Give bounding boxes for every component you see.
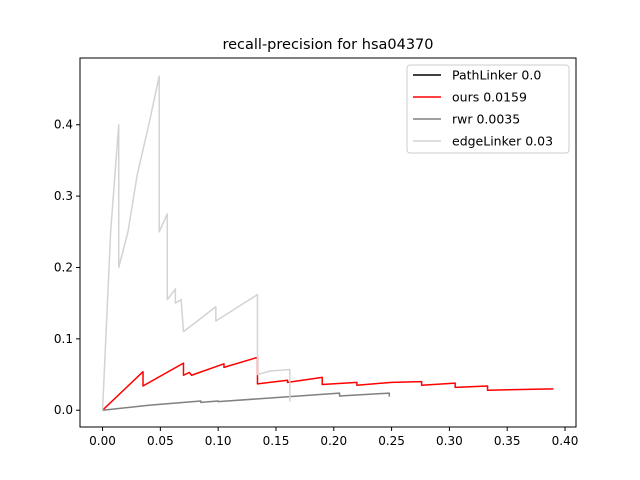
legend-label: ours 0.0159: [452, 90, 527, 105]
x-tick-label: 0.35: [494, 434, 521, 448]
y-axis: 0.0 0.1 0.2 0.3 0.4: [54, 118, 80, 417]
series-line-2: [102, 392, 391, 411]
legend-label: PathLinker 0.0: [452, 68, 541, 83]
x-tick-label: 0.25: [378, 434, 405, 448]
x-tick-label: 0.15: [263, 434, 290, 448]
x-tick-label: 0.20: [320, 434, 347, 448]
x-tick-label: 0.10: [205, 434, 232, 448]
x-tick-label: 0.00: [89, 434, 116, 448]
x-axis: 0.00 0.05 0.10 0.15 0.20 0.25 0.30 0.35 0.40: [89, 427, 578, 448]
y-tick-label: 0.2: [54, 260, 73, 274]
legend-label: edgeLinker 0.03: [452, 134, 553, 149]
series-group: [101, 75, 554, 411]
legend-label: rwr 0.0035: [452, 112, 520, 127]
legend-items: PathLinker 0.0 ours 0.0159 rwr 0.0035 edgeL…: [413, 68, 553, 149]
axes-frame: [79, 57, 577, 428]
x-tick-label: 0.05: [147, 434, 174, 448]
series-line-3: [101, 75, 291, 411]
chart-title: recall-precision for hsa04370: [222, 37, 433, 53]
y-tick-label: 0.4: [54, 118, 73, 132]
x-tick-label: 0.40: [552, 434, 579, 448]
series-line-1: [102, 356, 554, 411]
x-tick-label: 0.30: [436, 434, 463, 448]
y-tick-label: 0.3: [54, 189, 73, 203]
y-tick-label: 0.1: [54, 332, 73, 346]
legend: PathLinker 0.0 ours 0.0159 rwr 0.0035 edgeL…: [406, 64, 570, 154]
legend-box: [406, 64, 570, 154]
y-tick-label: 0.0: [54, 403, 73, 417]
